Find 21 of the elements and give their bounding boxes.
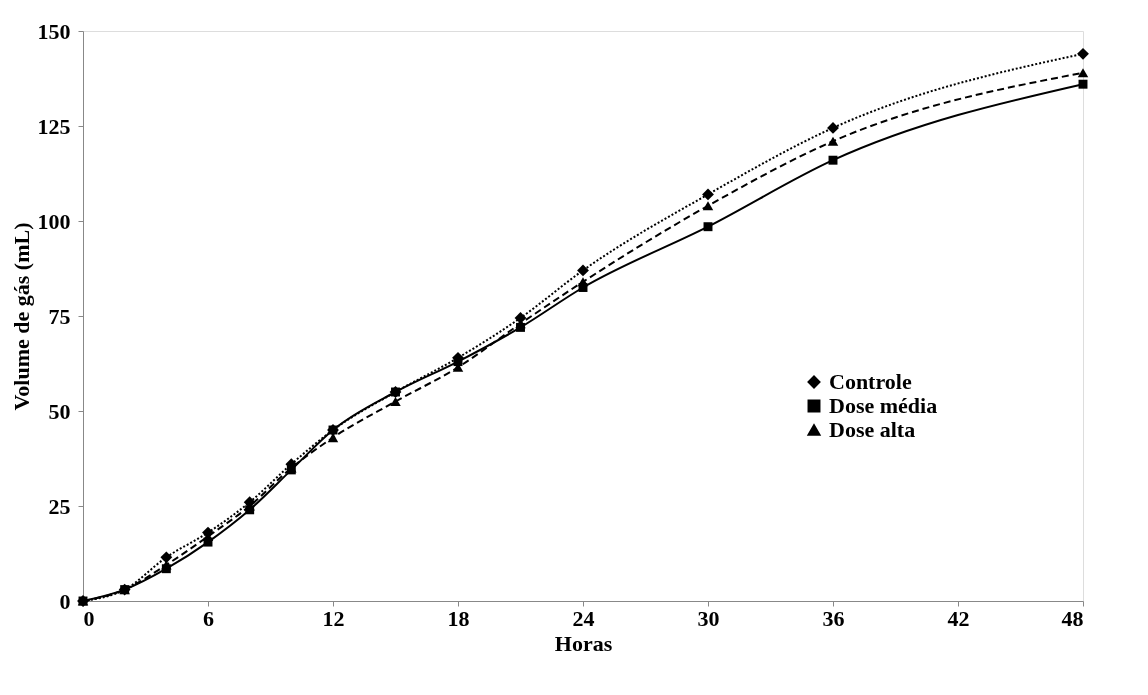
legend-label: Controle: [829, 369, 912, 394]
x-axis-title: Horas: [554, 630, 613, 656]
x-tick-label: 18: [447, 605, 470, 631]
y-tick-label: 150: [37, 18, 71, 44]
y-axis-title: Volume de gás (mL): [8, 222, 34, 411]
y-tick-label: 75: [48, 303, 71, 329]
y-tick-label: 25: [48, 493, 71, 519]
legend-label: Dose média: [829, 393, 938, 418]
x-tick-label: 0: [83, 605, 95, 631]
x-tick-label: 30: [697, 605, 720, 631]
x-tick-label: 6: [203, 605, 214, 631]
legend-label: Dose alta: [829, 417, 916, 442]
x-tick-label: 36: [822, 605, 845, 631]
y-tick-label: 0: [59, 588, 71, 614]
x-tick-label: 48: [1061, 605, 1084, 631]
x-tick-label: 42: [947, 605, 970, 631]
x-tick-label: 24: [572, 605, 595, 631]
y-tick-label: 50: [48, 398, 71, 424]
y-tick-label: 125: [37, 113, 71, 139]
x-tick-label: 12: [322, 605, 345, 631]
y-tick-label: 100: [37, 208, 71, 234]
